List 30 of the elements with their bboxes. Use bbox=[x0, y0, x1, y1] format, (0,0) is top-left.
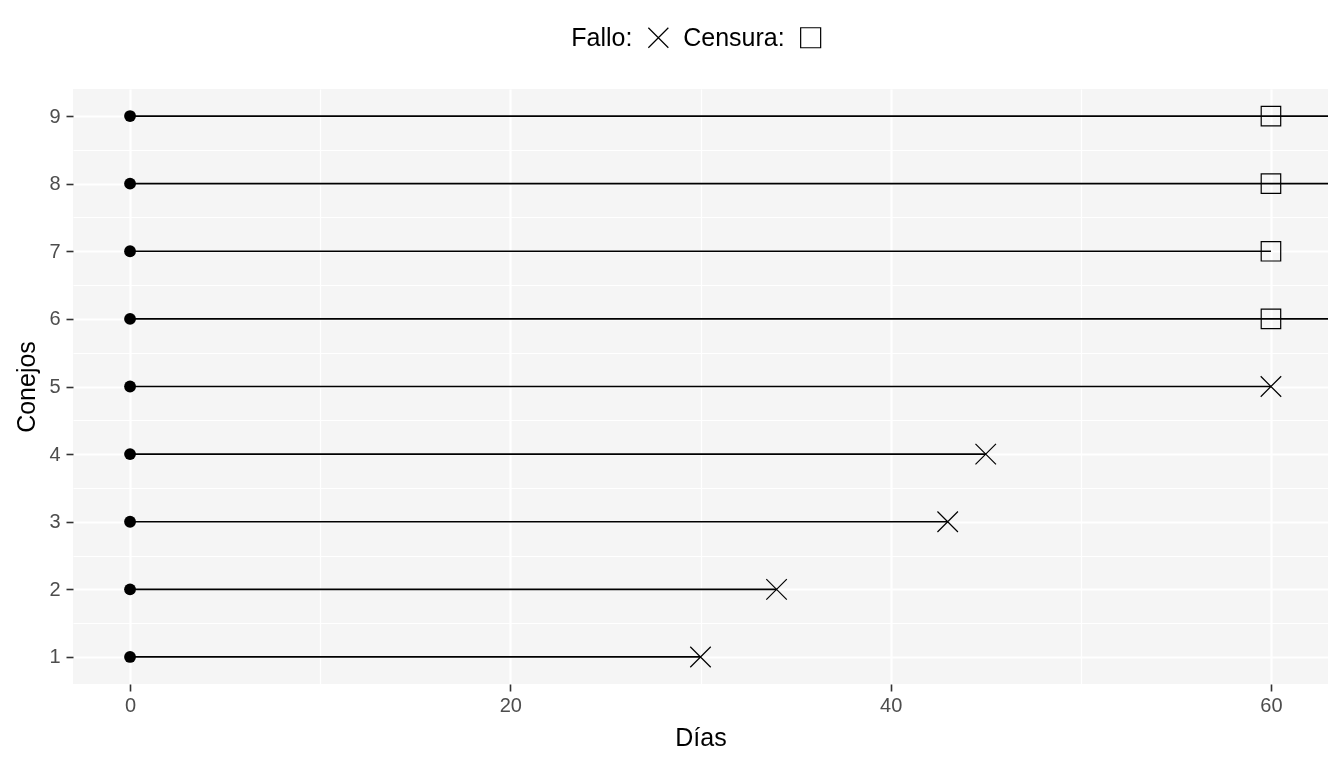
y-tick-label: 9 bbox=[49, 104, 61, 127]
point bbox=[1260, 105, 1282, 127]
point bbox=[124, 515, 136, 528]
x-axis-title: Días bbox=[675, 722, 727, 751]
y-tick-label: 3 bbox=[49, 510, 61, 533]
point bbox=[124, 583, 136, 596]
point bbox=[124, 312, 136, 325]
x-tick-label: 20 bbox=[499, 693, 522, 716]
point bbox=[1260, 173, 1282, 195]
point bbox=[124, 177, 136, 190]
y-tick-label: 1 bbox=[49, 645, 61, 668]
y-tick-label: 2 bbox=[49, 577, 61, 600]
y-tick-label: 5 bbox=[49, 375, 61, 397]
point bbox=[1260, 240, 1282, 262]
x-tick-label: 40 bbox=[880, 693, 903, 716]
y-tick-label: 6 bbox=[49, 307, 61, 330]
legend-label: Censura: bbox=[683, 22, 785, 51]
y-tick-label: 7 bbox=[49, 239, 61, 262]
point bbox=[1260, 308, 1282, 330]
y-tick-label: 8 bbox=[49, 172, 61, 195]
y-axis-title: Conejos bbox=[12, 341, 41, 433]
legend-label: Fallo: bbox=[571, 22, 633, 51]
point bbox=[124, 651, 136, 663]
x-tick-label: 60 bbox=[1260, 693, 1283, 716]
x-tick-label: 0 bbox=[124, 693, 137, 716]
point bbox=[124, 110, 136, 122]
point bbox=[124, 448, 136, 461]
point bbox=[124, 380, 136, 393]
point bbox=[124, 245, 136, 258]
y-tick-label: 4 bbox=[49, 442, 61, 465]
